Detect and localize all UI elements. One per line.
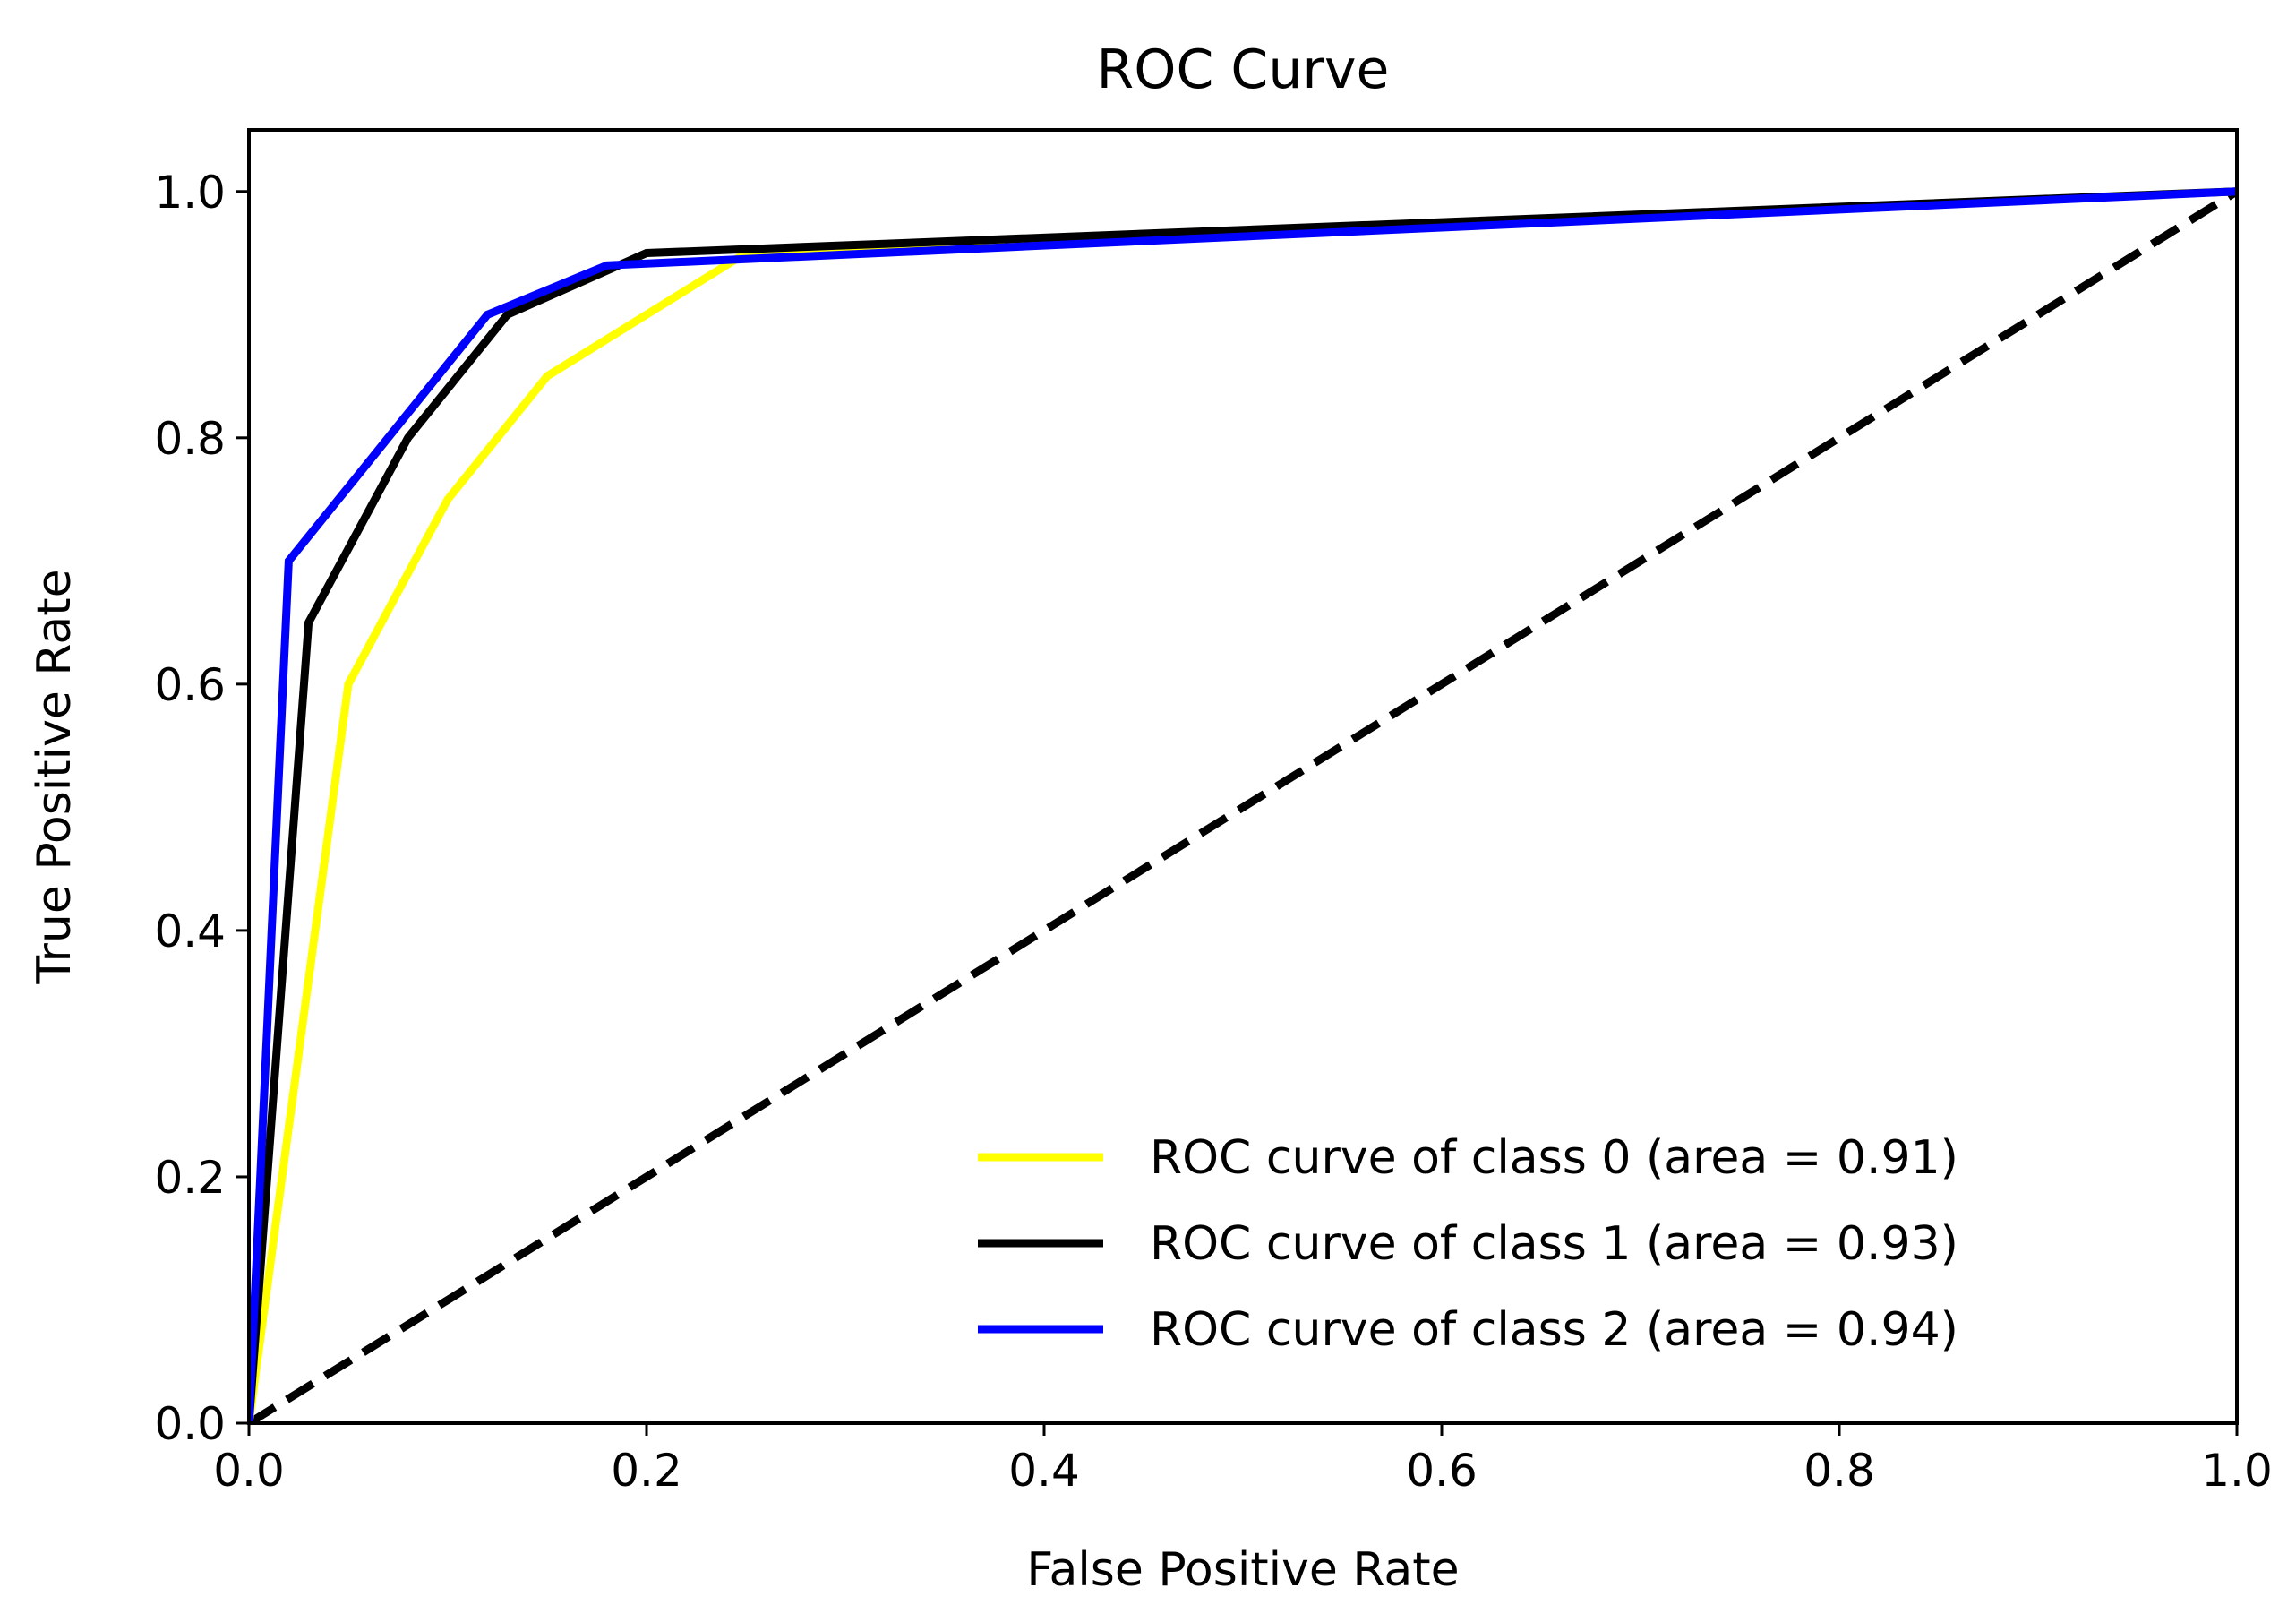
x-axis: 0.0 0.2 0.4 0.6 0.8 1.0 bbox=[213, 1423, 2273, 1497]
x-tick-label: 0.0 bbox=[213, 1445, 285, 1497]
x-axis-label: False Positive Rate bbox=[1026, 1543, 1459, 1597]
chart-title: ROC Curve bbox=[1097, 39, 1390, 101]
y-tick-label: 0.0 bbox=[154, 1398, 226, 1450]
roc-line-class-1 bbox=[249, 187, 2237, 1423]
x-tick-label: 1.0 bbox=[2201, 1445, 2273, 1497]
y-tick-label: 0.6 bbox=[154, 659, 226, 711]
plot-area bbox=[249, 187, 2237, 1423]
x-tick-label: 0.2 bbox=[611, 1445, 682, 1497]
y-tick-label: 1.0 bbox=[154, 167, 226, 219]
legend-label-class-1: ROC curve of class 1 (area = 0.93) bbox=[1150, 1217, 1958, 1271]
y-axis-label: True Positive Rate bbox=[28, 569, 81, 984]
x-tick-label: 0.8 bbox=[1803, 1445, 1875, 1497]
series-lines bbox=[249, 187, 2237, 1423]
legend-label-class-0: ROC curve of class 0 (area = 0.91) bbox=[1150, 1131, 1958, 1185]
axes-frame bbox=[247, 128, 2239, 1425]
y-tick-label: 0.8 bbox=[154, 413, 226, 465]
y-tick-label: 0.4 bbox=[154, 905, 226, 957]
legend-label-class-2: ROC curve of class 2 (area = 0.94) bbox=[1150, 1303, 1958, 1357]
y-tick-label: 0.2 bbox=[154, 1152, 226, 1204]
chance-diagonal-line bbox=[249, 187, 2237, 1423]
x-tick-label: 0.6 bbox=[1406, 1445, 1478, 1497]
x-tick-label: 0.4 bbox=[1008, 1445, 1080, 1497]
y-axis: 0.0 0.2 0.4 0.6 0.8 1.0 bbox=[154, 167, 249, 1450]
legend: ROC curve of class 0 (area = 0.91) ROC cu… bbox=[978, 1131, 1958, 1357]
roc-line-class-2 bbox=[249, 187, 2237, 1423]
